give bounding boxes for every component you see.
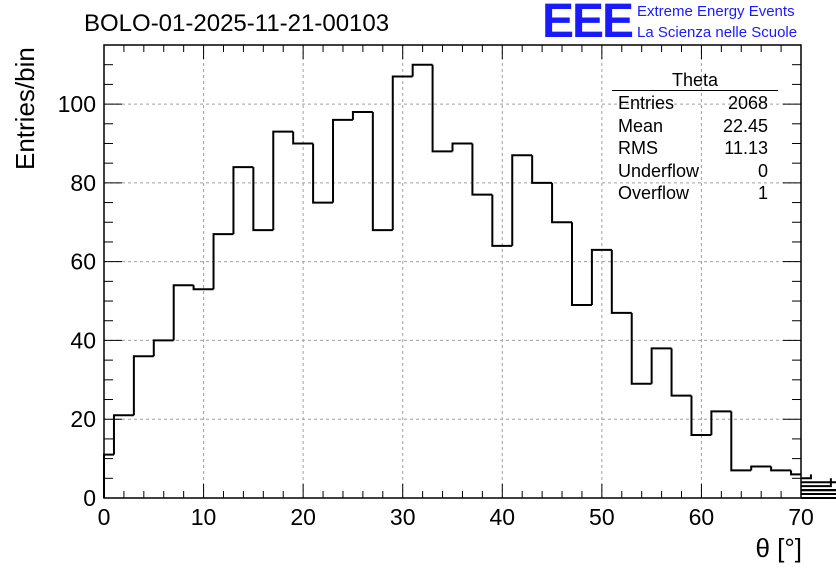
histogram-bin [351, 110, 373, 120]
histogram-bin [690, 395, 712, 436]
histogram-bin [590, 248, 612, 305]
histogram-bin [801, 478, 832, 488]
histogram-bins [103, 63, 836, 499]
histogram-bin [312, 143, 334, 204]
histogram-bin [570, 222, 592, 306]
histogram-bin [551, 182, 572, 224]
histogram-bin [710, 410, 732, 435]
x-tick-label: 40 [489, 504, 515, 530]
x-tick-label: 60 [689, 504, 715, 530]
logo-text-line2: La Scienza nelle Scuole [637, 24, 798, 41]
histogram-bin [371, 111, 393, 232]
histogram-bin [730, 411, 752, 472]
stats-label: RMS [618, 138, 658, 158]
x-tick-label: 0 [98, 504, 111, 530]
y-tick-label: 80 [70, 170, 96, 196]
y-tick-label: 100 [58, 91, 96, 117]
x-tick-label: 20 [290, 504, 316, 530]
stats-value: 11.13 [724, 138, 768, 158]
stats-row: Overflow 1 [612, 182, 778, 205]
stats-label: Underflow [618, 160, 700, 181]
histogram-bin [610, 249, 632, 314]
y-tick-label: 0 [83, 485, 96, 511]
histogram-bin [431, 64, 453, 153]
histogram-bin [801, 481, 836, 484]
histogram-bin [212, 233, 234, 290]
x-tick-label: 30 [390, 504, 416, 530]
y-tick-label: 20 [70, 406, 96, 432]
stats-value: 22.45 [722, 115, 768, 136]
x-tick-label: 50 [589, 504, 615, 530]
histogram-bin [630, 312, 652, 385]
histogram-bin [790, 470, 801, 476]
stats-row: RMS 11.13 [612, 137, 778, 160]
stats-value: 2068 [727, 93, 768, 113]
stats-row: Mean 22.45 [612, 115, 778, 138]
stats-box: Theta Entries 2068 Mean 22.45 RMS 11.13 … [612, 70, 778, 205]
logo-text-line1: Extreme Energy Events [637, 3, 795, 20]
stats-title: Theta [671, 70, 719, 90]
chart-title: BOLO-01-2025-11-21-00103 [84, 10, 390, 37]
stats-label: Overflow [618, 183, 690, 203]
histogram-bin [112, 414, 134, 455]
histogram-bin [471, 143, 493, 196]
y-tick-label: 60 [70, 249, 96, 275]
stats-label: Entries [618, 93, 675, 113]
histogram-bin [670, 348, 692, 397]
histogram-bin [272, 130, 294, 231]
plot-frame [103, 44, 802, 499]
eee-logo-mark: EEE [542, 0, 634, 48]
grid-lines [104, 45, 801, 498]
histogram-bin [172, 284, 194, 341]
histogram-bin [451, 142, 473, 152]
stats-value: 0 [757, 160, 768, 181]
histogram-bin [391, 75, 413, 231]
histogram-bin [750, 465, 772, 471]
stats-label: Mean [618, 115, 664, 136]
y-axis-title: Entries/bin [10, 47, 40, 170]
histogram-bin [192, 285, 214, 291]
histogram-bin [103, 453, 114, 498]
histogram-bin [511, 154, 533, 246]
stats-row: Entries 2068 [612, 92, 778, 115]
histogram-bin [531, 155, 553, 184]
histogram-bin [491, 194, 513, 247]
histogram-bin [152, 339, 174, 357]
x-axis-title: θ [°] [755, 533, 802, 563]
histogram-bin [332, 118, 353, 203]
x-tick-label: 70 [788, 504, 814, 530]
histogram-bin [252, 167, 274, 232]
histogram-bin [411, 63, 433, 77]
stats-divider [612, 90, 778, 91]
histogram-bin [232, 166, 254, 235]
stats-row: Underflow 0 [612, 160, 778, 183]
histogram-bin [132, 355, 154, 416]
histogram-bin [292, 131, 314, 145]
histogram-bin [770, 466, 792, 472]
histogram-bin [650, 347, 672, 384]
x-tick-label: 10 [191, 504, 217, 530]
y-tick-label: 40 [70, 327, 96, 353]
stats-value: 1 [757, 183, 768, 203]
histogram-bin [801, 474, 812, 480]
plot-frame-rect [103, 44, 802, 499]
